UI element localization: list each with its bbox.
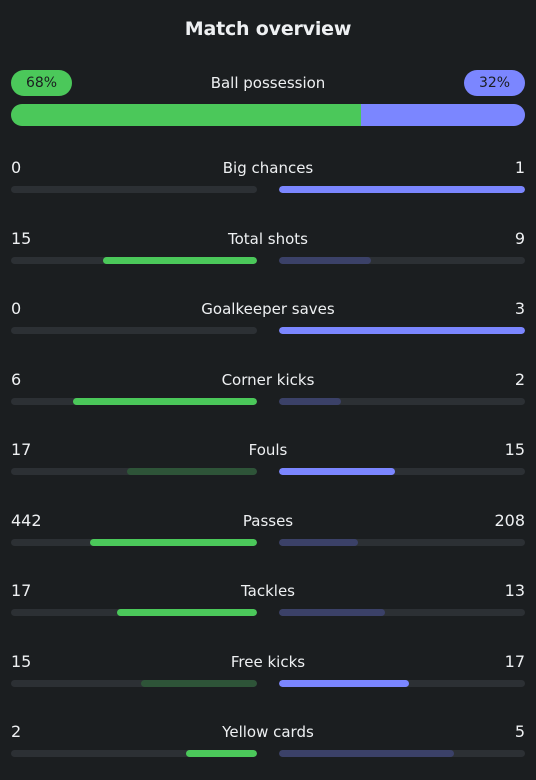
- away-value: 15: [504, 440, 525, 459]
- home-bar-track: [11, 750, 257, 757]
- stat-label: Goalkeeper saves: [201, 300, 335, 318]
- home-bar-track: [11, 256, 257, 264]
- stat-row: 2 Yellow cards 5: [11, 722, 525, 762]
- home-value: 6: [11, 369, 22, 389]
- home-bar-track: [11, 327, 257, 334]
- away-value: 17: [504, 651, 525, 671]
- away-value: 3: [514, 299, 525, 318]
- away-bar-fill: [279, 256, 372, 264]
- stat-label: Fouls: [248, 441, 288, 459]
- stat-row: 17 Tackles 13: [11, 581, 525, 621]
- home-bar-track: [11, 397, 257, 405]
- stat-label: Corner kicks: [221, 370, 315, 389]
- home-value: 17: [11, 581, 32, 600]
- home-bar-track: [11, 609, 257, 616]
- home-bar-track: [11, 538, 257, 546]
- home-bar-fill: [72, 397, 257, 405]
- away-value: 9: [514, 228, 525, 248]
- home-value: 17: [11, 440, 32, 459]
- away-bar-fill: [279, 679, 410, 687]
- home-value: 15: [11, 228, 32, 248]
- away-bar-track: [279, 538, 525, 546]
- home-value: 442: [11, 510, 42, 530]
- away-bar-fill: [279, 750, 454, 757]
- away-bar-fill: [279, 327, 525, 334]
- away-bar-track: [279, 186, 525, 193]
- stat-row: 0 Goalkeeper saves 3: [11, 299, 525, 339]
- stat-row: 442 Passes 208: [11, 511, 525, 551]
- possession-label: Ball possession: [210, 74, 326, 92]
- away-bar-track: [279, 468, 525, 475]
- away-bar-track: [279, 397, 525, 405]
- home-bar-track: [11, 186, 257, 193]
- away-bar-track: [279, 750, 525, 757]
- home-bar-fill: [141, 679, 257, 687]
- stat-row: 0 Big chances 1: [11, 158, 525, 198]
- away-possession-fill: [360, 104, 525, 126]
- away-value: 5: [514, 722, 525, 741]
- stat-label: Tackles: [240, 582, 296, 600]
- away-bar-fill: [279, 609, 385, 616]
- away-bar-fill: [279, 468, 395, 475]
- stat-row: 15 Free kicks 17: [11, 652, 525, 692]
- home-value: 0: [11, 299, 22, 318]
- home-possession-badge: 68%: [11, 70, 72, 96]
- home-bar-fill: [126, 468, 257, 475]
- away-bar-track: [279, 256, 525, 264]
- away-value: 208: [494, 510, 525, 530]
- stat-label: Total shots: [228, 229, 308, 248]
- away-value: 1: [514, 158, 525, 177]
- away-bar-fill: [279, 538, 358, 546]
- home-bar-fill: [89, 538, 257, 546]
- possession-bar: [11, 104, 525, 126]
- home-bar-fill: [116, 609, 257, 616]
- home-bar-track: [11, 679, 257, 687]
- away-bar-track: [279, 679, 525, 687]
- stat-label: Free kicks: [230, 652, 306, 671]
- away-bar-fill: [279, 186, 525, 193]
- away-value: 13: [504, 581, 525, 600]
- home-bar-fill: [103, 256, 257, 264]
- home-bar-track: [11, 468, 257, 475]
- stat-label: Passes: [242, 511, 294, 530]
- stat-label: Yellow cards: [222, 723, 314, 741]
- stat-label: Big chances: [222, 159, 314, 177]
- home-value: 2: [11, 722, 22, 741]
- away-value: 2: [514, 369, 525, 389]
- home-bar-fill: [185, 750, 257, 757]
- home-value: 0: [11, 158, 22, 177]
- away-bar-track: [279, 327, 525, 334]
- page-title: Match overview: [184, 18, 352, 40]
- stat-row: 15 Total shots 9: [11, 229, 525, 269]
- possession-header: Ball possession 68% 32%: [11, 70, 525, 96]
- stat-row: 17 Fouls 15: [11, 440, 525, 480]
- home-possession-fill: [11, 104, 361, 126]
- stat-row: 6 Corner kicks 2: [11, 370, 525, 410]
- away-possession-badge: 32%: [464, 70, 525, 96]
- away-bar-track: [279, 609, 525, 616]
- away-bar-fill: [279, 397, 341, 405]
- home-value: 15: [11, 651, 32, 671]
